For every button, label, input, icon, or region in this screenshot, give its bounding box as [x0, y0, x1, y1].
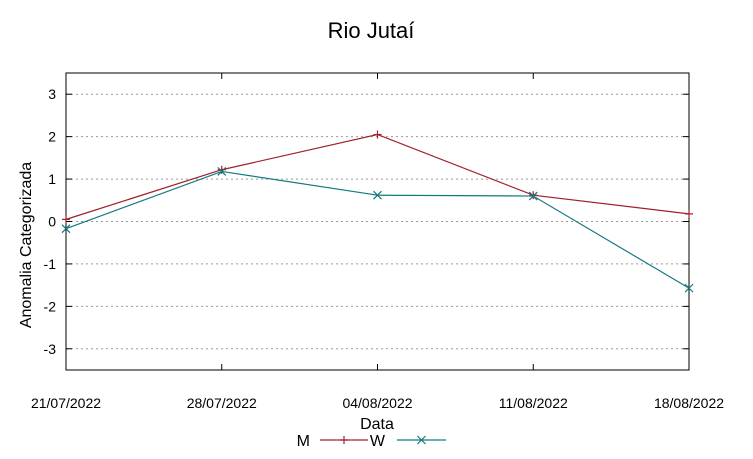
- legend-item-w: W: [370, 433, 446, 450]
- series-group: [61, 130, 694, 293]
- x-tick-label: 18/08/2022: [654, 395, 724, 411]
- y-tick-label: -3: [44, 341, 57, 357]
- series-line: [65, 133, 690, 220]
- y-tick-label: 3: [48, 86, 56, 102]
- x-marker: [417, 435, 426, 445]
- series-w: [61, 167, 694, 293]
- x-tick-label: 21/07/2022: [31, 395, 101, 411]
- plus-marker: [373, 130, 382, 139]
- legend-label: M: [297, 433, 310, 450]
- y-axis-label: Anomalia Categorizada: [18, 162, 35, 328]
- x-tick-label: 11/08/2022: [499, 395, 568, 411]
- plus-marker: [529, 191, 538, 200]
- series-line: [65, 170, 690, 289]
- plus-marker: [340, 436, 348, 444]
- x-marker: [684, 283, 694, 293]
- plus-marker: [62, 215, 70, 224]
- y-tick-label: 0: [48, 214, 56, 230]
- y-tick-label: -1: [44, 256, 57, 272]
- legend-label: W: [370, 433, 386, 450]
- y-tick-label: -2: [44, 298, 57, 314]
- y-tick-label: 1: [48, 171, 56, 187]
- x-tick-label: 28/07/2022: [187, 395, 257, 411]
- x-tick-label: 04/08/2022: [342, 395, 412, 411]
- x-axis-label: Data: [360, 416, 394, 433]
- x-marker: [373, 190, 382, 200]
- y-tick-label: 2: [48, 129, 56, 145]
- series-m: [62, 130, 693, 224]
- x-marker: [61, 224, 71, 234]
- x-marker: [528, 191, 538, 201]
- plus-marker: [217, 165, 226, 174]
- legend-item-m: M: [297, 433, 368, 450]
- y-axis-ticks: 3 2 1 0 -1 -2 -3: [44, 86, 689, 357]
- chart-title: Rio Jutaí: [328, 18, 415, 43]
- plus-marker: [685, 209, 693, 218]
- x-axis-ticks: 21/07/2022 28/07/2022 04/08/2022 11/08/2022…: [31, 73, 724, 411]
- x-marker: [217, 167, 227, 176]
